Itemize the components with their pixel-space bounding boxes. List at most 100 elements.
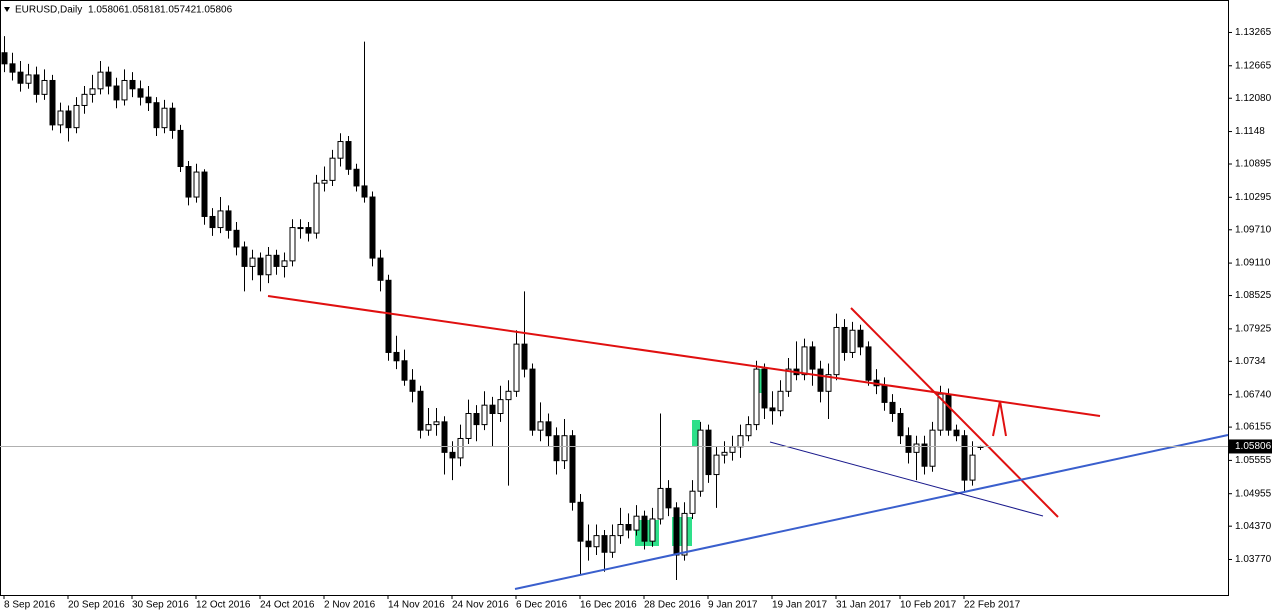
candle-body <box>497 399 504 415</box>
y-tick-label: 1.09110 <box>1235 258 1271 269</box>
candle-body <box>849 329 856 353</box>
candle-body <box>841 326 848 353</box>
trendline <box>267 295 1101 417</box>
header: EURUSD,Daily 1.05806 1.05818 1.05742 1.0… <box>4 5 233 16</box>
x-tick-label: 31 Jan 2017 <box>836 600 891 611</box>
candle-body <box>257 257 264 276</box>
x-tick-label: 19 Jan 2017 <box>772 600 827 611</box>
candle-body <box>377 257 384 281</box>
candle-body <box>177 129 184 168</box>
candle-body <box>937 393 944 431</box>
trendlines <box>267 295 1229 590</box>
candle-body <box>785 368 792 392</box>
candle-body <box>393 351 400 362</box>
candle-body <box>289 227 296 262</box>
x-tick-label: 6 Dec 2016 <box>516 600 568 611</box>
candle-body <box>17 71 24 84</box>
candle-body <box>697 429 704 492</box>
high: 1.05818 <box>124 5 161 16</box>
x-tick-label: 24 Nov 2016 <box>452 600 509 611</box>
candle-body <box>209 215 216 229</box>
y-tick-label: 1.12665 <box>1235 60 1272 71</box>
y-tick-label: 1.05555 <box>1235 455 1272 466</box>
candle-body <box>465 413 472 439</box>
y-tick-label: 1.10895 <box>1235 159 1272 170</box>
candle-body <box>761 368 768 409</box>
candle-body <box>513 343 520 392</box>
candle-body <box>649 518 656 542</box>
candle-body <box>113 85 120 101</box>
candle-body <box>49 79 56 126</box>
candle-body <box>625 524 632 531</box>
candle-body <box>281 260 288 267</box>
candle-body <box>929 429 936 467</box>
candle-body <box>433 421 440 426</box>
candle-body <box>657 487 664 520</box>
candle-body <box>449 451 456 459</box>
candle-body <box>961 435 968 481</box>
candle-body <box>321 179 328 184</box>
candle-body <box>913 443 920 453</box>
candle-body <box>753 368 760 426</box>
candle-body <box>609 535 616 553</box>
candle-body <box>33 74 40 95</box>
candle-body <box>505 390 512 401</box>
candle-body <box>417 390 424 431</box>
y-tick-label: 1.0734 <box>1235 356 1266 367</box>
price-label: 1.05806 <box>1235 441 1272 452</box>
candle-body <box>601 535 608 553</box>
candle-body <box>241 246 248 267</box>
candle-body <box>537 421 544 431</box>
x-tick-label: 16 Dec 2016 <box>580 600 637 611</box>
y-tick-label: 1.10295 <box>1235 192 1272 203</box>
candle-body <box>41 79 48 95</box>
y-tick-label: 1.06155 <box>1235 422 1272 433</box>
candle-body <box>153 102 160 129</box>
candle-body <box>713 454 720 476</box>
trendline <box>514 434 1229 590</box>
x-tick-label: 22 Feb 2017 <box>964 600 1021 611</box>
candle-body <box>305 227 312 234</box>
candle-body <box>385 279 392 353</box>
candle-body <box>641 515 648 542</box>
candle-body <box>225 210 232 231</box>
candle-body <box>801 346 808 376</box>
candle-body <box>249 257 256 267</box>
candle-body <box>833 326 840 376</box>
highlight <box>692 420 700 446</box>
candle-body <box>233 229 240 248</box>
candle-body <box>353 168 360 187</box>
x-tick-label: 12 Oct 2016 <box>196 600 251 611</box>
candle-body <box>489 404 496 415</box>
candle-body <box>401 360 408 381</box>
candle-body <box>1 52 8 65</box>
y-tick-label: 1.04955 <box>1235 488 1272 499</box>
candle-body <box>897 413 904 437</box>
candle-body <box>689 490 696 514</box>
x-tick-label: 28 Dec 2016 <box>644 600 701 611</box>
candle-body <box>681 512 688 556</box>
candle-body <box>121 79 128 101</box>
x-tick-label: 8 Sep 2016 <box>4 600 56 611</box>
open: 1.05806 <box>88 5 125 16</box>
candle-body <box>97 71 104 90</box>
candle-body <box>529 368 536 431</box>
candle-body <box>73 104 80 129</box>
close: 1.05806 <box>196 5 233 16</box>
candle-body <box>441 421 448 453</box>
candle-body <box>905 435 912 453</box>
candle-body <box>337 141 344 159</box>
candle-body <box>721 451 728 456</box>
candle-body <box>57 110 64 126</box>
candle-body <box>217 210 224 229</box>
candle-body <box>201 171 208 217</box>
candle-body <box>169 107 176 131</box>
candle-body <box>817 368 824 392</box>
candle-body <box>409 379 416 392</box>
candle-body <box>9 63 16 73</box>
x-tick-label: 20 Sep 2016 <box>68 600 125 611</box>
y-tick-label: 1.03770 <box>1235 554 1272 565</box>
candle-body <box>857 329 864 348</box>
menu-triangle[interactable] <box>4 7 10 12</box>
x-tick-label: 24 Oct 2016 <box>260 600 315 611</box>
